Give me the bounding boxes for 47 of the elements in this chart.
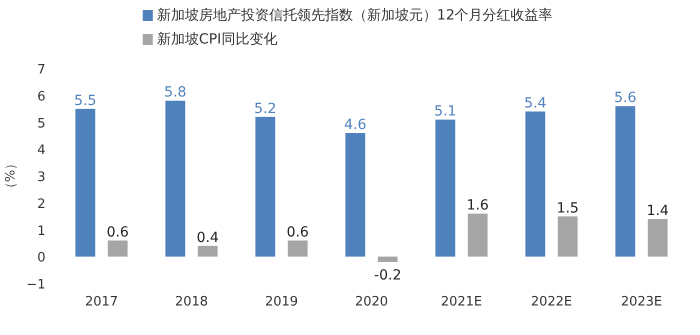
x-tick-label: 2021E xyxy=(440,294,482,310)
y-tick-label: 7 xyxy=(37,62,46,78)
y-tick-label: 0 xyxy=(37,250,46,266)
data-label: 1.5 xyxy=(556,200,579,216)
y-tick-label: 1 xyxy=(37,224,46,239)
data-label: 5.1 xyxy=(434,104,456,120)
bar xyxy=(558,216,578,257)
bar xyxy=(525,112,546,257)
data-label: 0.6 xyxy=(106,224,129,240)
data-label: 5.2 xyxy=(254,100,276,117)
bar xyxy=(75,108,96,257)
x-tick-label: 2019 xyxy=(264,294,298,310)
data-label: 0.6 xyxy=(286,224,309,240)
y-axis-title: （%） xyxy=(3,156,18,196)
data-label: 1.4 xyxy=(646,202,669,219)
bar xyxy=(255,116,276,257)
y-tick-label: −1 xyxy=(26,278,46,292)
data-label: -0.2 xyxy=(374,268,402,284)
bar xyxy=(468,214,488,257)
bar xyxy=(198,246,218,257)
data-label: 5.4 xyxy=(524,95,547,112)
data-label: 0.4 xyxy=(196,230,219,246)
y-tick-label: 2 xyxy=(37,196,46,212)
data-label: 1.6 xyxy=(466,198,489,214)
data-label: 5.6 xyxy=(614,90,637,106)
y-tick-label: 6 xyxy=(37,89,46,104)
bar xyxy=(435,120,456,257)
y-tick-label: 3 xyxy=(37,170,46,185)
bar xyxy=(345,133,366,257)
x-tick-label: 2023E xyxy=(620,294,662,310)
bar xyxy=(648,219,668,257)
bar xyxy=(288,240,308,257)
bar xyxy=(108,240,128,257)
y-tick-label: 4 xyxy=(37,143,46,158)
y-tick-label: 5 xyxy=(37,116,46,132)
legend-label: 新加坡CPI同比变化 xyxy=(156,32,278,48)
x-tick-label: 2020 xyxy=(354,294,388,310)
x-tick-label: 2018 xyxy=(174,294,208,310)
bar xyxy=(615,106,636,257)
x-tick-label: 2022E xyxy=(530,294,572,310)
bar xyxy=(165,100,186,257)
data-label: 4.6 xyxy=(344,116,367,133)
data-label: 5.5 xyxy=(74,92,96,109)
bar xyxy=(378,256,398,262)
legend-label: 新加坡房地产投资信托领先指数（新加坡元）12个月分红收益率 xyxy=(156,8,553,24)
data-label: 5.8 xyxy=(164,84,186,101)
x-tick-label: 2017 xyxy=(84,294,118,310)
